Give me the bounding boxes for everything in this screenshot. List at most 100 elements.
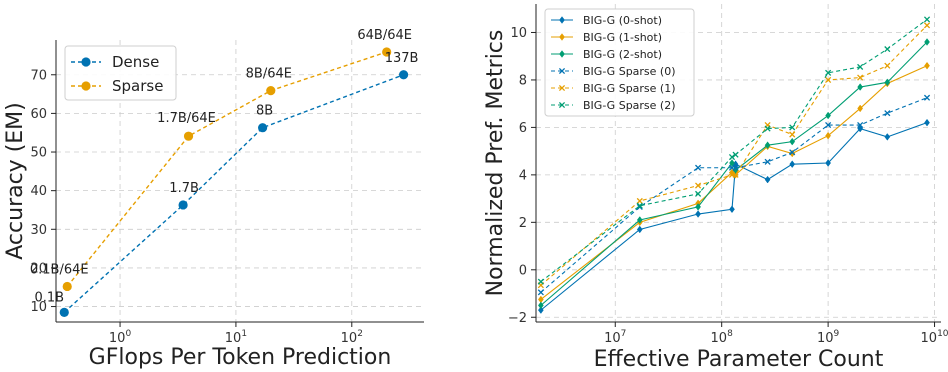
- data-point: [729, 205, 735, 214]
- y-axis-label: Accuracy (EM): [3, 102, 28, 259]
- x-tick-exponent: 7: [621, 329, 627, 339]
- point-label: 8B: [256, 104, 273, 119]
- legend: BIG-G (0-shot) BIG-G (1-shot) BIG-G (2-sho…: [544, 8, 695, 117]
- data-point: [825, 111, 831, 120]
- data-point: [732, 164, 739, 171]
- data-point: [258, 123, 268, 133]
- data-point: [857, 121, 864, 129]
- data-point: [789, 124, 796, 131]
- data-point: [789, 131, 796, 138]
- legend-label: BIG-G (2-shot): [583, 48, 662, 61]
- y-tick-label: 10: [30, 300, 47, 315]
- data-point: [857, 63, 864, 70]
- data-point: [732, 171, 739, 178]
- y-tick-label: −2: [508, 311, 527, 326]
- data-point: [695, 210, 701, 218]
- series-big-g-sparse-1: [537, 22, 931, 289]
- data-point: [183, 131, 194, 141]
- legend-marker: [558, 67, 566, 75]
- data-point: [924, 38, 930, 46]
- series-big-g-sparse-2: [537, 16, 931, 285]
- y-tick-label: 6: [519, 121, 527, 136]
- data-point: [825, 69, 832, 76]
- point-label: 0.1B/64E: [30, 262, 89, 277]
- data-point: [884, 110, 891, 117]
- data-point: [59, 307, 69, 317]
- y-tick-label: 8: [519, 73, 527, 88]
- data-point: [789, 137, 796, 146]
- data-point: [884, 78, 891, 87]
- series-line: [66, 51, 387, 287]
- y-tick-label: 10: [510, 26, 527, 41]
- series-big-g-sparse-0: [537, 94, 931, 296]
- legend-marker: [81, 57, 91, 67]
- data-point: [764, 175, 771, 184]
- legend-label: Sparse: [112, 77, 163, 95]
- legend-label: BIG-G (1-shot): [583, 31, 662, 44]
- x-tick-label: 101: [225, 329, 247, 346]
- series-line: [540, 122, 928, 311]
- data-point: [695, 190, 702, 197]
- y-tick-label: 2: [519, 216, 527, 231]
- legend-marker: [559, 33, 565, 41]
- x-tick-label: 107: [604, 329, 626, 346]
- x-tick-exponent: 10: [937, 329, 948, 339]
- y-tick-label: 0: [519, 263, 527, 278]
- legend-label: BIG-G (0-shot): [583, 14, 662, 27]
- data-point: [636, 202, 643, 209]
- legend-label: BIG-G Sparse (1): [583, 82, 676, 95]
- data-point: [825, 121, 832, 129]
- y-tick-label: 4: [519, 168, 527, 183]
- data-point: [266, 86, 276, 96]
- point-label: 1.7B/64E: [157, 111, 216, 126]
- data-point: [732, 151, 739, 158]
- point-label: 0.1B: [34, 290, 64, 305]
- data-point: [538, 306, 544, 314]
- data-point: [764, 125, 771, 132]
- y-tick-label: 40: [30, 184, 47, 199]
- data-point: [178, 200, 188, 210]
- legend-marker: [81, 81, 91, 91]
- data-point: [537, 289, 544, 296]
- data-point: [857, 83, 864, 91]
- data-point: [695, 182, 702, 189]
- x-tick-base: 10: [711, 331, 728, 346]
- data-point: [538, 301, 544, 310]
- x-tick-base: 10: [341, 331, 358, 346]
- series-big-g-0-shot: [538, 118, 930, 314]
- legend-marker: [558, 101, 566, 109]
- series-line: [63, 74, 404, 313]
- y-tick-label: 70: [30, 68, 47, 83]
- x-tick-base: 10: [921, 331, 938, 346]
- data-point: [825, 159, 831, 167]
- legend-label: BIG-G Sparse (0): [583, 65, 676, 78]
- series-line: [540, 97, 928, 293]
- data-point: [857, 104, 864, 113]
- data-point: [636, 216, 643, 224]
- x-tick-exponent: 1: [241, 329, 247, 339]
- x-tick-label: 102: [341, 329, 363, 346]
- data-point: [636, 225, 643, 234]
- y-tick-label: 20: [30, 261, 47, 276]
- data-point: [789, 160, 796, 169]
- legend-marker: [558, 84, 566, 92]
- data-point: [789, 149, 796, 158]
- data-point: [923, 22, 931, 29]
- x-tick-label: 109: [817, 329, 840, 346]
- legend-label: Dense: [112, 53, 159, 71]
- data-point: [924, 118, 930, 127]
- x-tick-exponent: 0: [125, 329, 131, 339]
- data-point: [398, 70, 409, 80]
- x-tick-base: 10: [109, 331, 126, 346]
- point-label: 137B: [385, 51, 419, 66]
- legend-box: [544, 8, 695, 117]
- data-point: [695, 164, 702, 171]
- x-tick-label: 100: [109, 329, 132, 346]
- data-point: [924, 61, 930, 70]
- x-tick-base: 10: [817, 331, 834, 346]
- data-point: [789, 149, 796, 156]
- data-point: [923, 94, 931, 101]
- data-point: [884, 133, 891, 141]
